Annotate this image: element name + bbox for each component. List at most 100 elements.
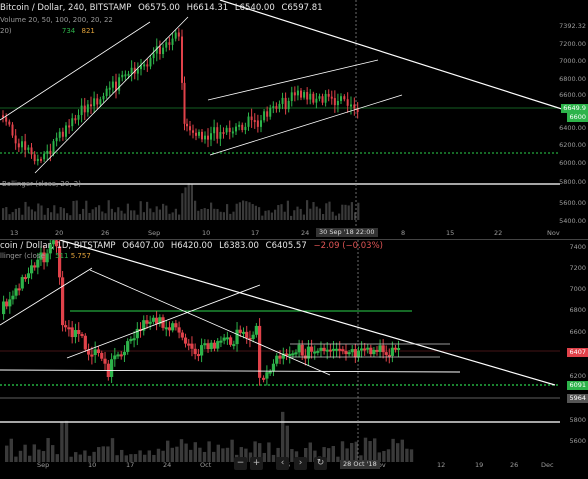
top-indicator-legend[interactable]: Volume 20, 50, 100, 200, 20, 22 [0, 16, 113, 24]
bottom-volume-bar [193, 442, 197, 462]
bottom-candle [180, 332, 184, 338]
bottom-candle [30, 265, 34, 274]
bottom-candle [161, 317, 165, 328]
top-chart-pane[interactable]: Bitcoin / Dollar, 240, BITSTAMP O6575.00… [0, 0, 588, 239]
top-volume-bar [334, 215, 337, 220]
top-candle [278, 103, 281, 109]
top-symbol-title[interactable]: Bitcoin / Dollar, 240, BITSTAMP [0, 3, 132, 13]
bottom-candle [238, 329, 242, 333]
top-volume-bar [338, 213, 341, 220]
top-volume-bar [130, 210, 133, 220]
top-candle [181, 36, 183, 83]
top-price-badge: 6600 [567, 113, 588, 122]
top-volume-bar [5, 207, 8, 220]
scroll-right-button[interactable]: › [294, 457, 307, 470]
bottom-candle [300, 344, 304, 356]
top-x-tick: Nov [547, 229, 560, 237]
zoom-out-button[interactable]: − [234, 457, 247, 470]
zoom-in-button[interactable]: + [250, 457, 263, 470]
top-y-tick: 7200.00 [559, 40, 586, 48]
top-candle [83, 105, 86, 113]
bottom-volume-bar [327, 448, 331, 462]
top-volume-bar [341, 204, 344, 220]
top-candle [253, 120, 256, 123]
top-candle [306, 92, 309, 100]
bottom-candle [216, 341, 220, 349]
top-volume-bar [18, 207, 21, 220]
top-x-tick: 13 [10, 229, 19, 237]
top-volume-bar [162, 203, 165, 220]
top-candle [8, 121, 11, 125]
bottom-volume-bar [368, 441, 372, 462]
bottom-volume-bar [46, 438, 50, 462]
top-candle [93, 98, 96, 107]
reset-chart-button[interactable]: ↻ [314, 457, 327, 470]
bottom-candle [316, 350, 320, 353]
bottom-volume-bar [281, 411, 285, 462]
bottom-change-value: −2.09 (−0.03%) [313, 241, 383, 251]
bottom-candle [387, 354, 391, 357]
bottom-candle [294, 352, 298, 355]
top-candle [171, 38, 174, 45]
top-volume-bar [270, 212, 273, 220]
top-candle [207, 135, 209, 140]
bottom-volume-bar [184, 443, 188, 462]
top-candle [99, 99, 102, 105]
bottom-volume-bar [212, 451, 216, 462]
bottom-volume-bar [405, 448, 409, 462]
top-channel2-upper [207, 59, 379, 101]
bottom-candle [341, 349, 345, 352]
bottom-candle [285, 353, 289, 356]
top-volume-bar [210, 202, 213, 220]
bottom-chart-pane[interactable]: coin / Dollar, 1D, BITSTAMP O6407.00 H64… [0, 239, 588, 479]
top-candle [213, 127, 216, 134]
bottom-candle [222, 337, 226, 341]
top-volume-bar [226, 204, 229, 220]
bottom-indicator-legend[interactable]: llinger (close 511 5.757 [0, 252, 91, 260]
top-y-tick: 6400.00 [559, 124, 586, 132]
bottom-volume-bar [83, 450, 87, 462]
bottom-candle [80, 334, 84, 337]
top-volume-bar [312, 202, 315, 220]
bottom-volume-bar [97, 447, 101, 462]
top-volume-bar [302, 214, 305, 220]
top-high-value: H6614.31 [186, 3, 229, 13]
top-x-tick: 10 [202, 229, 211, 237]
bottom-candle [369, 347, 373, 355]
bottom-x-tick: Sep [37, 461, 50, 469]
bottom-candle [372, 349, 376, 355]
top-volume-bar [344, 204, 347, 220]
bottom-candle [33, 265, 37, 268]
top-y-tick: 6600.00 [559, 91, 586, 99]
bottom-volume-bar [175, 446, 179, 462]
top-candle [140, 65, 142, 70]
bottom-candle [366, 347, 370, 350]
top-volume-bar [197, 210, 200, 220]
top-bollinger-legend[interactable]: Bollinger (close, 20, 2) [2, 180, 81, 188]
bottom-candle [353, 349, 357, 358]
scroll-left-button[interactable]: ‹ [276, 457, 289, 470]
top-candle [356, 108, 359, 112]
top-volume-bar [238, 202, 241, 220]
bottom-volume-bar [161, 450, 165, 462]
bottom-symbol-title[interactable]: coin / Dollar, 1D, BITSTAMP [0, 241, 116, 251]
bottom-candle [360, 348, 364, 351]
top-chart-canvas[interactable] [0, 0, 588, 239]
bottom-candle [338, 348, 342, 351]
bottom-chart-canvas[interactable] [0, 240, 588, 479]
bottom-volume-bar [9, 438, 13, 462]
top-candle [118, 77, 121, 91]
top-volume-bar [43, 214, 46, 220]
top-candle [269, 107, 272, 117]
top-volume-bar [219, 211, 222, 220]
bottom-volume-bar [230, 439, 234, 462]
bottom-volume-bar [400, 439, 404, 462]
top-downtrend-line [219, 0, 566, 111]
top-open-value: O6575.00 [138, 3, 180, 13]
bottom-volume-bar [78, 454, 82, 462]
bottom-candle [232, 344, 236, 347]
top-candle [111, 81, 114, 88]
bottom-y-tick: 6200 [569, 372, 586, 380]
bottom-volume-bar [41, 451, 46, 462]
top-candle [300, 90, 302, 98]
